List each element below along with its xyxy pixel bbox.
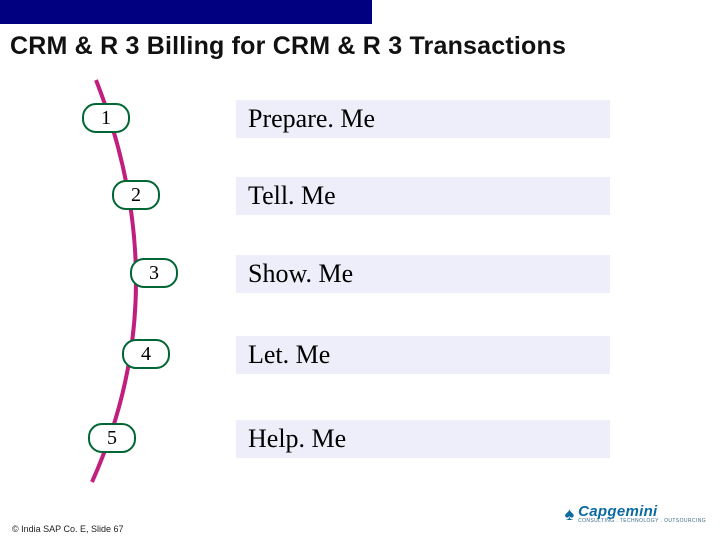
step-number-2: 2 bbox=[131, 185, 141, 205]
step-number-1: 1 bbox=[101, 108, 111, 128]
step-pill-1: 1 bbox=[82, 103, 130, 133]
logo-tagline: CONSULTING . TECHNOLOGY . OUTSOURCING bbox=[578, 518, 706, 524]
step-label-1: Prepare. Me bbox=[236, 100, 610, 138]
footer-text: © India SAP Co. E, Slide 67 bbox=[12, 524, 124, 534]
step-pill-5: 5 bbox=[88, 423, 136, 453]
logo-spade-icon: ♠ bbox=[565, 505, 575, 523]
step-pill-4: 4 bbox=[122, 339, 170, 369]
logo: ♠ Capgemini CONSULTING . TECHNOLOGY . OU… bbox=[565, 503, 706, 524]
step-label-5: Help. Me bbox=[236, 420, 610, 458]
step-label-4: Let. Me bbox=[236, 336, 610, 374]
step-pill-2: 2 bbox=[112, 180, 160, 210]
step-label-2: Tell. Me bbox=[236, 177, 610, 215]
step-number-5: 5 bbox=[107, 428, 117, 448]
step-number-3: 3 bbox=[149, 263, 159, 283]
step-pill-3: 3 bbox=[130, 258, 178, 288]
slide: CRM & R 3 Billing for CRM & R 3 Transact… bbox=[0, 0, 720, 540]
arc-path bbox=[92, 80, 136, 482]
step-label-3: Show. Me bbox=[236, 255, 610, 293]
step-number-4: 4 bbox=[141, 344, 151, 364]
